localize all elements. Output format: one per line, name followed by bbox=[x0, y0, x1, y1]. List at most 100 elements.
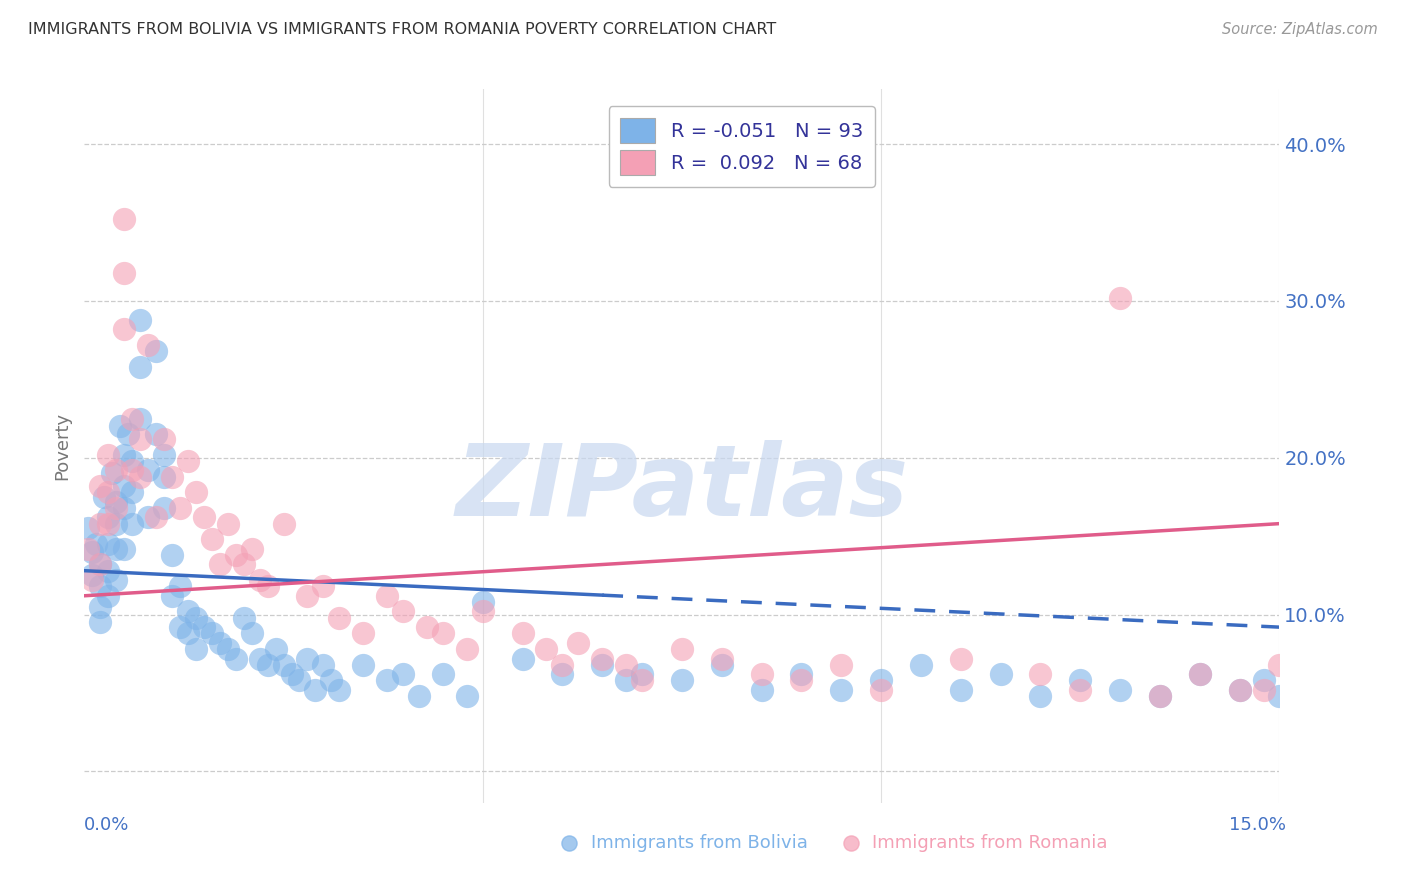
Point bbox=[136, 510, 159, 524]
Point bbox=[710, 651, 733, 665]
Point bbox=[375, 589, 398, 603]
Point bbox=[89, 479, 111, 493]
Point bbox=[1308, 611, 1330, 625]
Point bbox=[97, 564, 120, 578]
Point bbox=[97, 516, 120, 531]
Point bbox=[416, 620, 439, 634]
Point bbox=[129, 359, 152, 374]
Point bbox=[160, 589, 183, 603]
Point bbox=[249, 573, 271, 587]
Point bbox=[160, 548, 183, 562]
Point bbox=[177, 626, 200, 640]
Point bbox=[97, 485, 120, 500]
Point bbox=[177, 604, 200, 618]
Point bbox=[105, 494, 128, 508]
Point bbox=[671, 642, 693, 657]
Point bbox=[990, 667, 1012, 681]
Point bbox=[392, 604, 415, 618]
Point bbox=[375, 673, 398, 688]
Point bbox=[110, 419, 132, 434]
Point bbox=[280, 667, 302, 681]
Point bbox=[249, 651, 271, 665]
Point bbox=[225, 651, 247, 665]
Point bbox=[273, 657, 295, 672]
Point bbox=[751, 682, 773, 697]
Text: 15.0%: 15.0% bbox=[1229, 816, 1286, 834]
Point bbox=[1149, 689, 1171, 703]
Point bbox=[177, 454, 200, 468]
Point bbox=[1109, 682, 1132, 697]
Point bbox=[471, 604, 494, 618]
Point bbox=[471, 595, 494, 609]
Point bbox=[264, 642, 287, 657]
Point bbox=[86, 537, 108, 551]
Point bbox=[136, 463, 159, 477]
Point bbox=[97, 448, 120, 462]
Point bbox=[432, 626, 454, 640]
Point bbox=[105, 500, 128, 515]
Point bbox=[82, 545, 104, 559]
Point bbox=[591, 651, 613, 665]
Point bbox=[558, 836, 581, 850]
Point bbox=[830, 657, 852, 672]
Point bbox=[153, 448, 176, 462]
Point bbox=[536, 642, 558, 657]
Point bbox=[97, 510, 120, 524]
Point bbox=[328, 682, 350, 697]
Point bbox=[184, 485, 207, 500]
Point bbox=[392, 667, 415, 681]
Point bbox=[169, 579, 191, 593]
Text: Immigrants from Romania: Immigrants from Romania bbox=[872, 834, 1107, 852]
Point bbox=[129, 312, 152, 326]
Point bbox=[631, 673, 654, 688]
Point bbox=[193, 620, 215, 634]
Point bbox=[1069, 673, 1091, 688]
Point bbox=[225, 548, 247, 562]
Point bbox=[184, 611, 207, 625]
Point bbox=[1109, 291, 1132, 305]
Point bbox=[153, 469, 176, 483]
Point bbox=[112, 541, 135, 556]
Point bbox=[112, 212, 135, 227]
Point bbox=[201, 626, 224, 640]
Point bbox=[551, 657, 574, 672]
Point bbox=[112, 448, 135, 462]
Point bbox=[273, 516, 295, 531]
Point bbox=[297, 651, 319, 665]
Point bbox=[631, 667, 654, 681]
Text: Source: ZipAtlas.com: Source: ZipAtlas.com bbox=[1222, 22, 1378, 37]
Point bbox=[153, 432, 176, 446]
Point bbox=[145, 344, 167, 359]
Point bbox=[1149, 689, 1171, 703]
Point bbox=[512, 626, 534, 640]
Point bbox=[105, 573, 128, 587]
Point bbox=[145, 427, 167, 442]
Point bbox=[288, 673, 311, 688]
Point bbox=[184, 642, 207, 657]
Point bbox=[1229, 682, 1251, 697]
Point bbox=[97, 537, 120, 551]
Point bbox=[232, 611, 254, 625]
Point bbox=[949, 682, 972, 697]
Point bbox=[790, 673, 813, 688]
Point bbox=[160, 469, 183, 483]
Legend: R = -0.051   N = 93, R =  0.092   N = 68: R = -0.051 N = 93, R = 0.092 N = 68 bbox=[609, 106, 875, 187]
Point bbox=[949, 651, 972, 665]
Point bbox=[870, 673, 893, 688]
Point bbox=[839, 836, 862, 850]
Point bbox=[352, 626, 374, 640]
Point bbox=[256, 657, 278, 672]
Point bbox=[1253, 682, 1275, 697]
Point bbox=[1284, 682, 1306, 697]
Text: IMMIGRANTS FROM BOLIVIA VS IMMIGRANTS FROM ROMANIA POVERTY CORRELATION CHART: IMMIGRANTS FROM BOLIVIA VS IMMIGRANTS FR… bbox=[28, 22, 776, 37]
Point bbox=[217, 642, 239, 657]
Point bbox=[256, 579, 278, 593]
Point bbox=[790, 667, 813, 681]
Point bbox=[82, 573, 104, 587]
Point bbox=[297, 589, 319, 603]
Point bbox=[89, 558, 111, 572]
Point bbox=[710, 657, 733, 672]
Point bbox=[105, 463, 128, 477]
Point bbox=[432, 667, 454, 681]
Text: Immigrants from Bolivia: Immigrants from Bolivia bbox=[591, 834, 807, 852]
